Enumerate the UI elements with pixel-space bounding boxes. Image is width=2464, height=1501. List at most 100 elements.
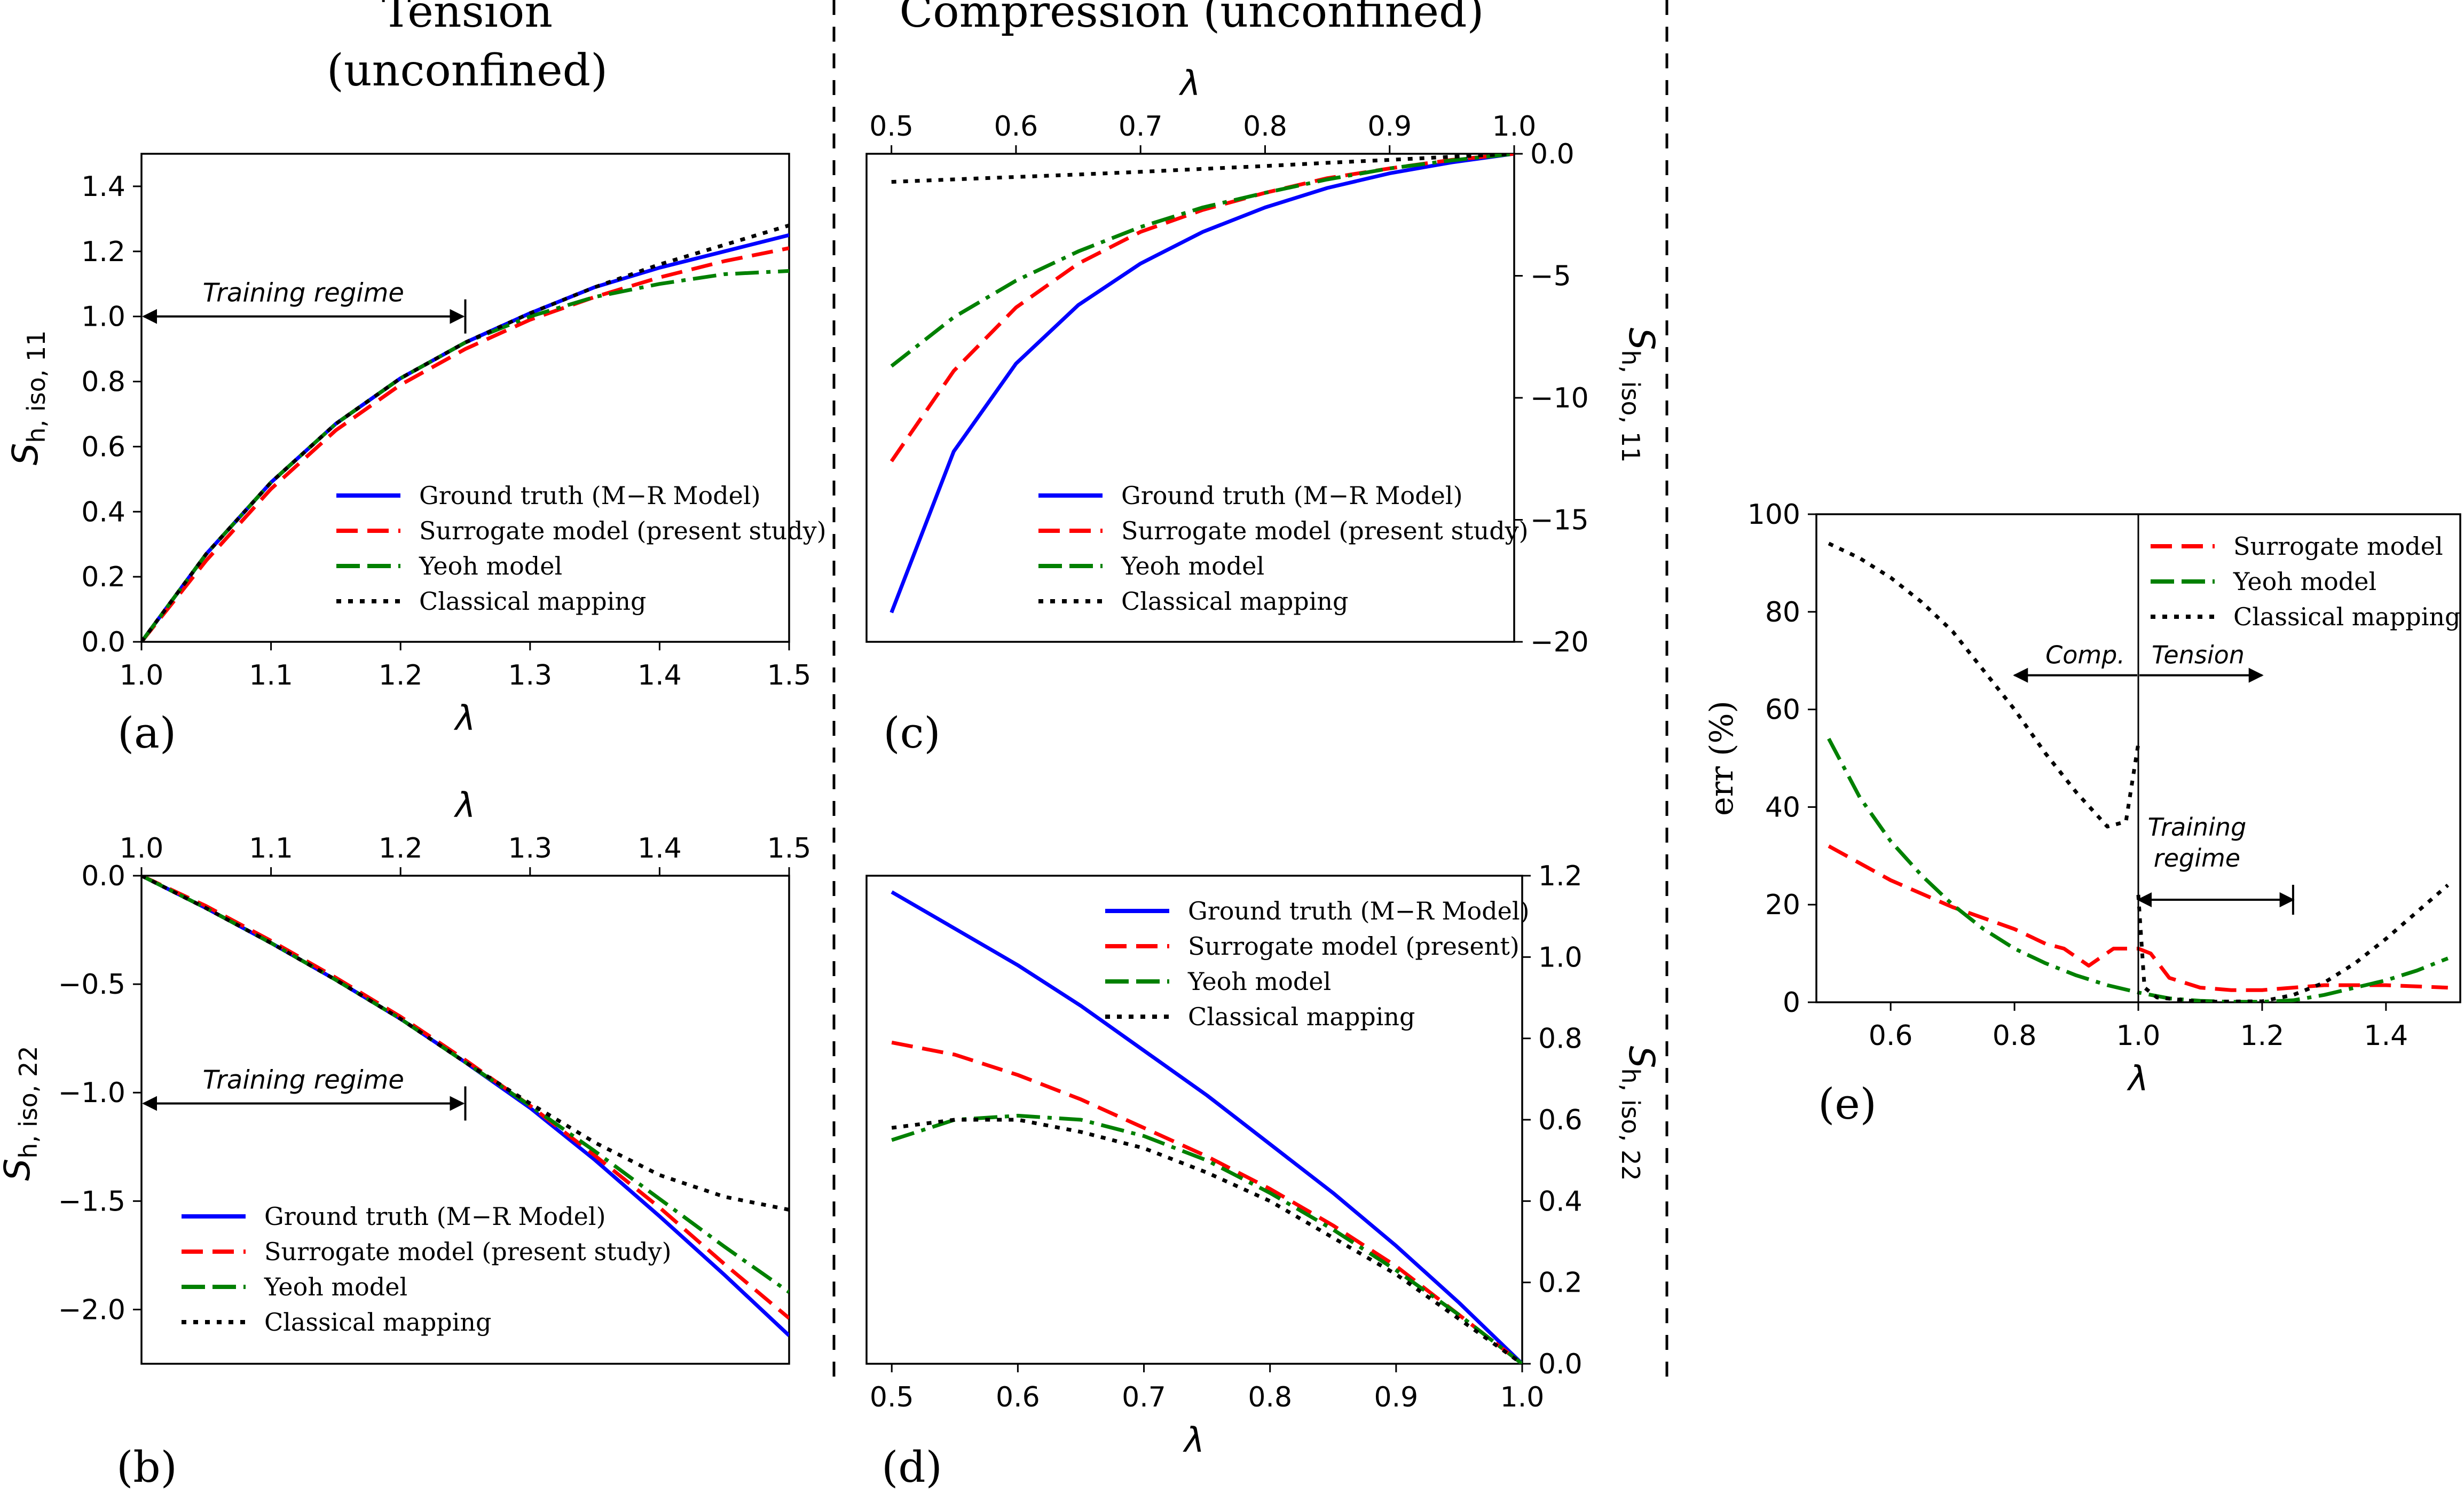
x-tick-label-b: 1.0	[120, 832, 164, 865]
y-axis-label-symbol: S	[0, 1159, 38, 1181]
series-line-d-ground-truth-m-r-model-	[891, 890, 1522, 1364]
legend-label-c: Ground truth (M−R Model)	[1121, 481, 1463, 510]
y-tick-label-a: 1.4	[81, 171, 125, 203]
x-axis-label-d: λ	[1183, 1421, 1205, 1460]
series-line-c-classical-mapping	[891, 154, 1514, 184]
y-tick-label-a: 0.2	[81, 561, 125, 593]
x-tick-label-e: 1.2	[2240, 1020, 2285, 1052]
x-tick-label-a: 1.3	[508, 659, 552, 691]
y-tick-label-e: 20	[1765, 889, 1800, 921]
y-axis-label-symbol: S	[5, 443, 46, 466]
y-tick-label-a: 0.6	[81, 431, 125, 463]
x-tick-label-b: 1.1	[249, 832, 293, 865]
y-tick-label-b: −0.5	[58, 969, 125, 1001]
chart-b: 1.0 1.1 1.2 1.3 1.4 1.5 λ 0.0 −0.5 −1.0 −1.5 −2.0 Sh…	[0, 786, 811, 1492]
legend-label-b: Ground truth (M−R Model)	[264, 1202, 606, 1231]
chart-d: 0.5 0.6 0.7 0.8 0.9 1.0 λ 0.0 0.2 0.4 0.6 0.8 1.0 1.2…	[865, 860, 1662, 1492]
annotation-label-0: Comp.	[2045, 641, 2125, 670]
x-tick-label-b: 1.3	[508, 832, 552, 865]
series-line-b-classical-mapping	[141, 876, 789, 1212]
x-tick-label-d: 1.0	[1500, 1381, 1545, 1413]
y-tick-label-d: 0.4	[1538, 1185, 1583, 1217]
y-tick-label-b: −2.0	[58, 1294, 125, 1326]
x-tick-label-d: 0.6	[996, 1381, 1040, 1413]
x-tick-label-c: 0.5	[869, 111, 914, 143]
x-tick-label-d: 0.8	[1248, 1381, 1292, 1413]
y-tick-label-d: 0.0	[1538, 1348, 1583, 1380]
series-line-a-yeoh-model	[141, 269, 789, 642]
legend-label-b: Yeoh model	[264, 1272, 407, 1301]
y-tick-label-e: 0	[1783, 987, 1800, 1019]
panels: 1.0 1.1 1.2 1.3 1.4 1.5 λ 0.0 0.2 0.4 0.6 0.8 1.0 1.2…	[0, 64, 2461, 1492]
legend-label-e: Yeoh model	[2233, 567, 2376, 596]
x-tick-label-e: 1.0	[2116, 1020, 2161, 1052]
x-tick-label-d: 0.5	[870, 1381, 914, 1413]
x-tick-label-a: 1.5	[767, 659, 812, 691]
plot-frame-a	[140, 153, 790, 643]
y-tick-label-a: 0.0	[81, 626, 125, 658]
legend-label-c: Surrogate model (present study)	[1121, 516, 1529, 545]
x-tick-label-c: 0.8	[1243, 111, 1287, 143]
x-tick-label-e: 1.4	[2364, 1020, 2408, 1052]
y-tick-label-d: 0.2	[1538, 1267, 1583, 1299]
y-tick-label-e: 60	[1765, 694, 1800, 726]
y-tick-label-d: 1.2	[1538, 860, 1583, 892]
x-tick-label-c: 1.0	[1492, 111, 1537, 143]
training-regime-label-a: Training regime	[203, 278, 404, 308]
legend-label-d: Surrogate model (present)	[1188, 932, 1520, 961]
legend-label-d: Yeoh model	[1187, 967, 1331, 996]
x-tick-label-a: 1.0	[120, 659, 164, 691]
chart-e: 0.6 0.8 1.0 1.2 1.4 λ 0 20 40 60 80 100 err (%) Comp.…	[1703, 499, 2461, 1129]
plot-frame-b	[140, 875, 790, 1365]
y-tick-label-b: −1.5	[58, 1185, 125, 1217]
series-line-d-yeoh-model	[891, 1113, 1522, 1364]
training-regime-label-e: regime	[2154, 844, 2240, 873]
x-axis-label-c: λ	[1179, 64, 1201, 104]
legend-label-c: Classical mapping	[1121, 587, 1349, 616]
legend-label-a: Surrogate model (present study)	[419, 516, 826, 545]
panel-label-e: (e)	[1818, 1079, 1877, 1129]
y-axis-label-subscript: h, iso, 11	[22, 331, 51, 443]
legend-label-c: Yeoh model	[1121, 552, 1264, 580]
legend-label-a: Classical mapping	[419, 587, 647, 616]
x-tick-label-d: 0.7	[1122, 1381, 1166, 1413]
y-tick-label-c: −5	[1530, 261, 1571, 293]
y-tick-label-e: 40	[1765, 791, 1800, 823]
y-tick-label-c: −20	[1530, 626, 1589, 658]
chart-a: 1.0 1.1 1.2 1.3 1.4 1.5 λ 0.0 0.2 0.4 0.6 0.8 1.0 1.2…	[5, 153, 826, 758]
y-axis-label-symbol: S	[1621, 328, 1662, 350]
legend-label-e: Classical mapping	[2233, 602, 2461, 631]
x-tick-label-e: 0.6	[1869, 1020, 1913, 1052]
x-tick-label-e: 0.8	[1993, 1020, 2037, 1052]
series-line-e-surrogate-model	[1828, 844, 2448, 992]
y-axis-label-symbol: S	[1621, 1046, 1662, 1068]
x-tick-label-a: 1.1	[249, 659, 293, 691]
series-line-c-surrogate-model-present-study-	[889, 154, 1514, 462]
panel-label-a: (a)	[117, 708, 176, 758]
legend-label-a: Ground truth (M−R Model)	[419, 481, 761, 510]
y-tick-label-a: 1.2	[81, 236, 125, 268]
y-axis-label-subscript: h, iso, 22	[1616, 1068, 1645, 1181]
y-axis-label-b: Sh, iso, 22	[0, 1046, 43, 1181]
x-axis-label-a: λ	[454, 699, 476, 738]
y-tick-label-b: 0.0	[81, 860, 125, 892]
legend-label-e: Surrogate model	[2233, 532, 2443, 561]
tension-heading-line1: Tension	[382, 0, 553, 37]
series-line-b-yeoh-model	[141, 876, 789, 1294]
series-line-d-surrogate-model-present-	[891, 1040, 1522, 1364]
y-axis-label-d: Sh, iso, 22	[1616, 1046, 1662, 1181]
tension-heading-line2: (unconfined)	[327, 45, 608, 96]
compression-heading: Compression (unconfined)	[900, 0, 1484, 37]
chart-c: 0.5 0.6 0.7 0.8 0.9 1.0 λ 0.0 −5 −10 −15 −20 Sh, iso…	[865, 64, 1662, 758]
legend-label-d: Classical mapping	[1188, 1002, 1415, 1031]
x-tick-label-c: 0.9	[1367, 111, 1412, 143]
series-line-e-classical-mapping	[2136, 883, 2450, 1002]
panel-label-c: (c)	[883, 708, 940, 758]
x-tick-label-c: 0.7	[1119, 111, 1163, 143]
legend-label-a: Yeoh model	[419, 552, 562, 580]
y-axis-label-subscript: h, iso, 22	[14, 1046, 43, 1159]
panel-label-d: (d)	[881, 1442, 942, 1492]
y-tick-label-d: 1.0	[1538, 941, 1583, 973]
y-tick-label-e: 80	[1765, 596, 1800, 628]
